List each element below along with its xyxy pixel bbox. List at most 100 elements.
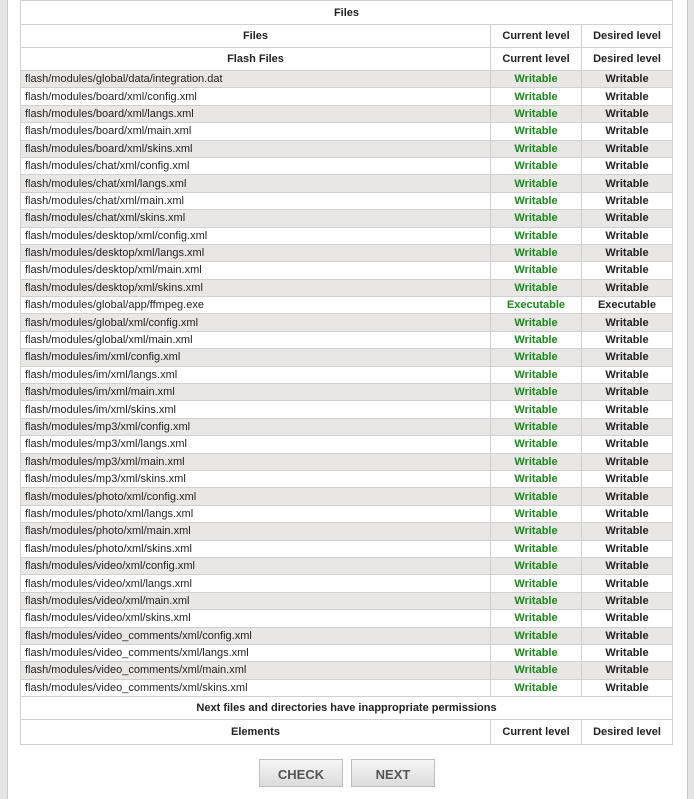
desired-level-header: Desired level [581, 24, 673, 48]
current-level: Writable [490, 452, 582, 471]
desired-level: Writable [581, 435, 673, 454]
table-row: flash/modules/video/xml/main.xml Writable… [20, 591, 673, 611]
file-path: flash/modules/mp3/xml/langs.xml [20, 435, 491, 454]
current-level: Writable [490, 278, 582, 298]
table-row: flash/modules/mp3/xml/skins.xml Writable W… [20, 469, 673, 489]
table-row: flash/modules/video_comments/xml/langs.x… [20, 643, 673, 663]
table-row: flash/modules/board/xml/main.xml Writable… [20, 122, 673, 141]
file-path: flash/modules/board/xml/langs.xml [20, 104, 491, 124]
desired-level: Writable [581, 330, 673, 350]
elements-current-header: Current level [490, 719, 582, 746]
files-table: Files Files Current level Desired level … [20, 0, 673, 746]
desired-level: Writable [581, 504, 673, 524]
desired-level: Writable [581, 469, 673, 489]
desired-level: Writable [581, 209, 673, 228]
current-level: Writable [490, 87, 582, 106]
desired-level: Writable [581, 174, 673, 193]
current-level: Writable [490, 417, 582, 437]
current-level: Writable [490, 435, 582, 454]
file-path: flash/modules/video_comments/xml/langs.x… [20, 643, 491, 663]
next-button[interactable]: NEXT [351, 759, 435, 787]
files-header: Files [20, 24, 491, 48]
current-level: Writable [490, 383, 582, 402]
current-level-header: Current level [490, 24, 582, 48]
table-row: flash/modules/global/app/ffmpeg.exe Execu… [20, 296, 673, 315]
current-level: Writable [490, 365, 582, 385]
check-button[interactable]: CHECK [259, 759, 343, 787]
file-path: flash/modules/global/xml/main.xml [20, 330, 491, 350]
desired-level: Writable [581, 591, 673, 611]
desired-level: Writable [581, 556, 673, 576]
file-path: flash/modules/photo/xml/langs.xml [20, 504, 491, 524]
table-row: flash/modules/global/data/integration.da… [20, 69, 673, 89]
table-title: Files [20, 0, 673, 25]
desired-level: Writable [581, 226, 673, 245]
current-level: Writable [490, 174, 582, 193]
desired-level: Writable [581, 348, 673, 367]
desired-level: Writable [581, 191, 673, 211]
table-row: flash/modules/global/xml/config.xml Writa… [20, 313, 673, 332]
desired-level: Writable [581, 104, 673, 124]
file-path: flash/modules/mp3/xml/skins.xml [20, 469, 491, 489]
section-header: Flash Files [20, 47, 491, 71]
desired-level: Writable [581, 365, 673, 385]
desired-level: Writable [581, 522, 673, 541]
desired-level: Writable [581, 678, 673, 698]
current-level: Writable [490, 261, 582, 280]
current-level: Writable [490, 556, 582, 576]
desired-level: Writable [581, 643, 673, 663]
table-row: flash/modules/video/xml/config.xml Writab… [20, 556, 673, 576]
table-row: flash/modules/im/xml/main.xml Writable Wri… [20, 383, 673, 402]
current-level: Writable [490, 156, 582, 176]
table-row: flash/modules/photo/xml/config.xml Writab… [20, 487, 673, 506]
table-row: flash/modules/desktop/xml/skins.xml Writa… [20, 278, 673, 298]
file-path: flash/modules/global/app/ffmpeg.exe [20, 296, 491, 315]
current-level: Executable [490, 296, 582, 315]
file-path: flash/modules/global/data/integration.da… [20, 69, 491, 89]
desired-level: Writable [581, 69, 673, 89]
table-row: flash/modules/photo/xml/langs.xml Writabl… [20, 504, 673, 524]
current-level: Writable [490, 348, 582, 367]
file-path: flash/modules/chat/xml/main.xml [20, 191, 491, 211]
current-level: Writable [490, 487, 582, 506]
file-path: flash/modules/im/xml/config.xml [20, 348, 491, 367]
file-path: flash/modules/chat/xml/skins.xml [20, 209, 491, 228]
desired-level: Writable [581, 626, 673, 645]
file-path: flash/modules/board/xml/skins.xml [20, 139, 491, 158]
file-path: flash/modules/video/xml/skins.xml [20, 609, 491, 628]
desired-level: Writable [581, 574, 673, 593]
desired-level: Writable [581, 313, 673, 332]
table-row: flash/modules/chat/xml/config.xml Writabl… [20, 156, 673, 176]
file-path: flash/modules/global/xml/config.xml [20, 313, 491, 332]
table-row: flash/modules/desktop/xml/main.xml Writab… [20, 261, 673, 280]
table-row: flash/modules/video_comments/xml/config.… [20, 626, 673, 645]
current-level: Writable [490, 69, 582, 89]
current-level: Writable [490, 209, 582, 228]
table-row: flash/modules/chat/xml/skins.xml Writable… [20, 209, 673, 228]
desired-level: Writable [581, 417, 673, 437]
table-row: flash/modules/mp3/xml/config.xml Writable… [20, 417, 673, 437]
table-row: flash/modules/photo/xml/skins.xml Writabl… [20, 539, 673, 558]
desired-level: Writable [581, 400, 673, 419]
current-level: Writable [490, 122, 582, 141]
desired-level: Writable [581, 661, 673, 680]
current-level: Writable [490, 504, 582, 524]
table-row: flash/modules/mp3/xml/main.xml Writable Wr… [20, 452, 673, 471]
desired-level: Writable [581, 156, 673, 176]
desired-level: Executable [581, 296, 673, 315]
file-path: flash/modules/chat/xml/langs.xml [20, 174, 491, 193]
table-row: flash/modules/global/xml/main.xml Writabl… [20, 330, 673, 350]
current-level: Writable [490, 243, 582, 263]
table-row: flash/modules/desktop/xml/config.xml Writ… [20, 226, 673, 245]
current-level: Writable [490, 522, 582, 541]
current-level: Writable [490, 574, 582, 593]
file-path: flash/modules/photo/xml/config.xml [20, 487, 491, 506]
current-level: Writable [490, 313, 582, 332]
current-level: Writable [490, 609, 582, 628]
file-path: flash/modules/video/xml/langs.xml [20, 574, 491, 593]
table-row: flash/modules/im/xml/config.xml Writable W… [20, 348, 673, 367]
file-path: flash/modules/desktop/xml/langs.xml [20, 243, 491, 263]
table-row: flash/modules/im/xml/langs.xml Writable Wr… [20, 365, 673, 385]
desired-level: Writable [581, 487, 673, 506]
table-row: flash/modules/chat/xml/langs.xml Writable… [20, 174, 673, 193]
